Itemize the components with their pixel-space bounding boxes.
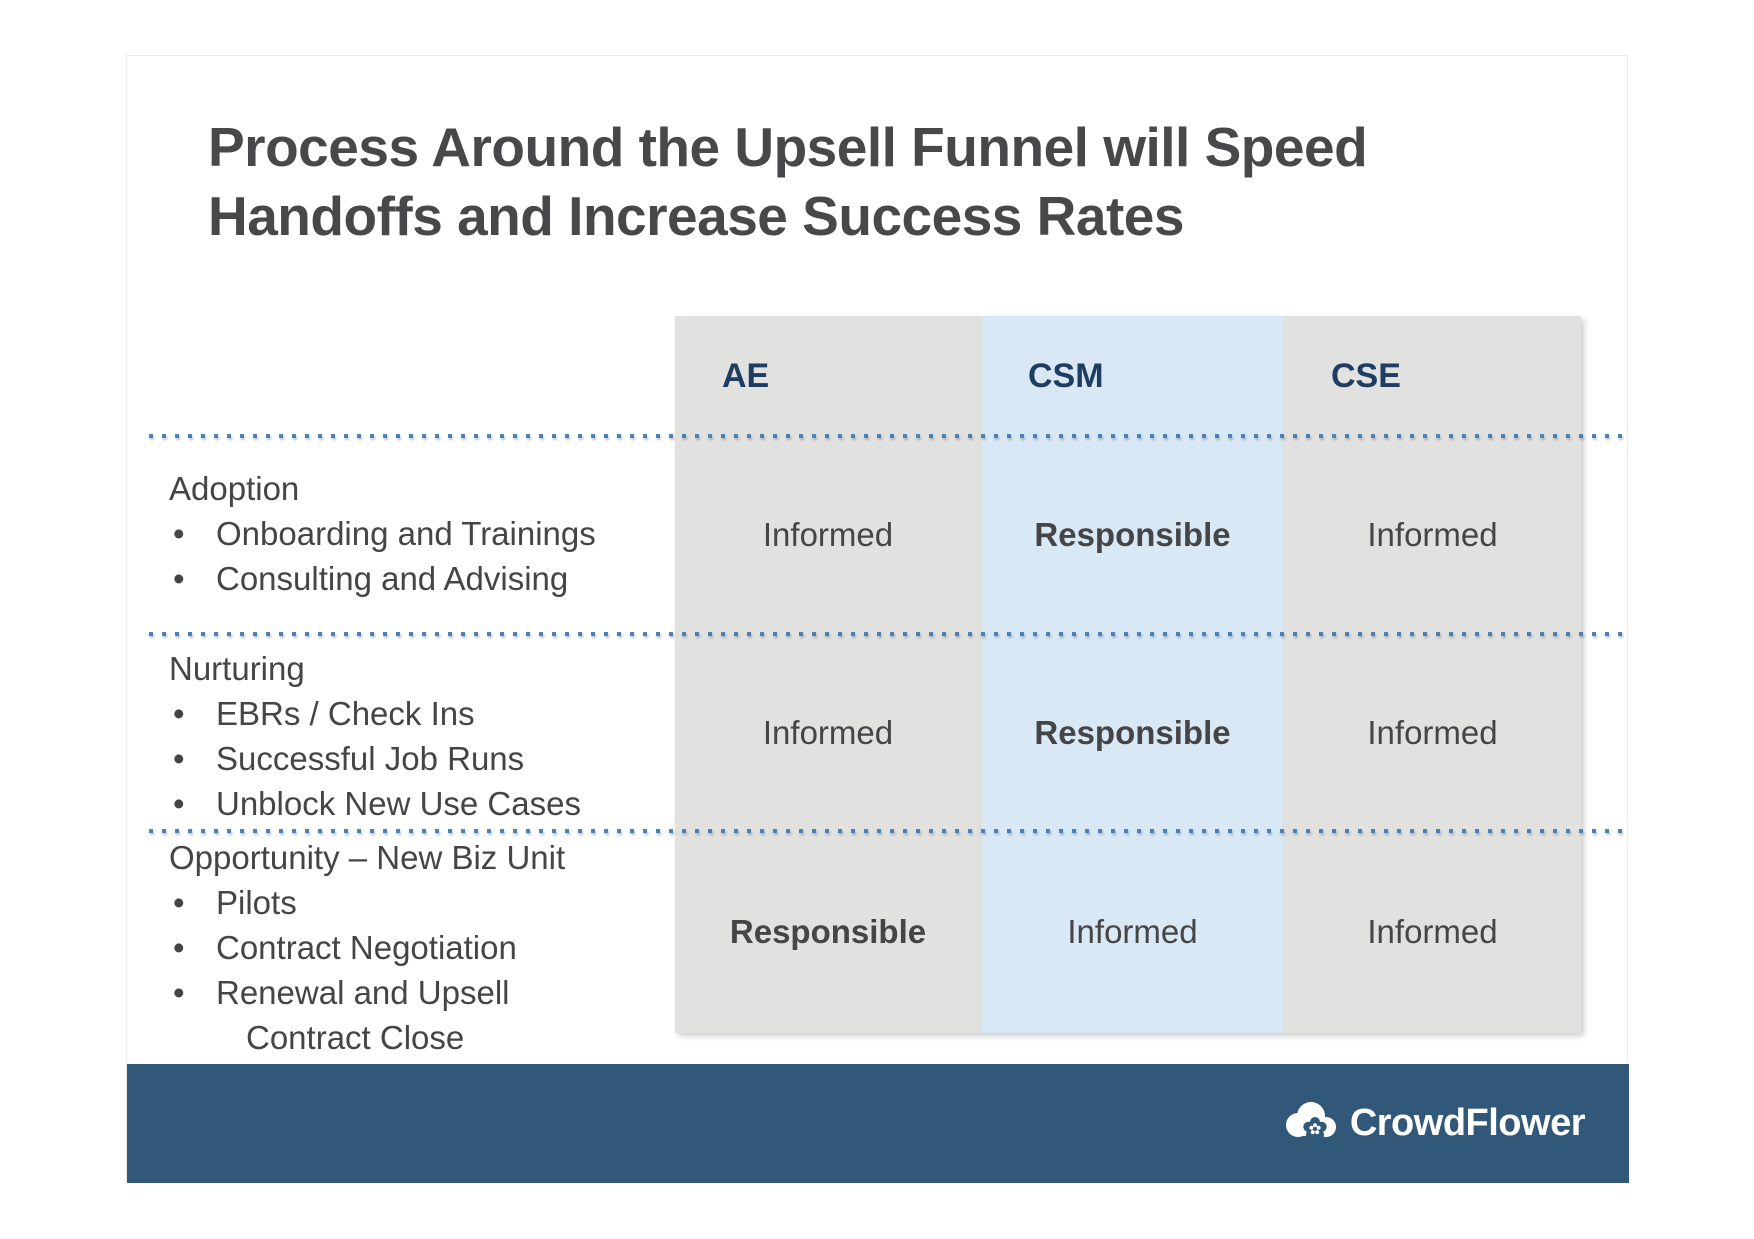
row-divider-dotted-line (149, 434, 1626, 438)
matrix-cell-r3-csm: Informed (1067, 913, 1198, 950)
slide-title-line1: Process Around the Upsell Funnel will Sp… (208, 116, 1368, 178)
matrix-cell-r1-ae: Informed (762, 516, 894, 553)
bullet-dot-icon: • (173, 515, 185, 552)
column-header-ae: AE (722, 356, 770, 395)
bullet-dot-icon: • (173, 785, 185, 822)
bullet-dot-icon: • (173, 560, 185, 597)
matrix-cell-r1-cse: Informed (1367, 516, 1498, 553)
slide-title: Process Around the Upsell Funnel will Sp… (208, 113, 1368, 251)
bullet-text: Consulting and Advising (216, 560, 569, 597)
row-category-label: Opportunity – New Biz Unit (169, 839, 566, 876)
bullet-dot-icon: • (173, 974, 185, 1011)
row-label: Opportunity – New Biz Unit • Pilots • Contra… (169, 831, 649, 1060)
cloud-flower-icon (1285, 1101, 1336, 1140)
slide-title-line2: Handoffs and Increase Success Rates (208, 185, 1184, 247)
row-label: Nurturing • EBRs / Check Ins • Successful Jo… (169, 634, 649, 826)
row-bullet-item: • Consulting and Advising (173, 556, 649, 601)
matrix-cell-r2-ae: Informed (762, 713, 894, 751)
footer-bar: CrowdFlower (127, 1064, 1629, 1183)
matrix-cell-r3-ae: Responsible (729, 913, 927, 950)
matrix-cell-r1-csm: Responsible (1034, 516, 1231, 553)
row-category-label: Nurturing (169, 650, 305, 687)
matrix-cell-r2-cse: Informed (1367, 713, 1498, 751)
row-bullet-item: • Pilots (173, 880, 649, 925)
bullet-text: Successful Job Runs (216, 740, 525, 777)
row-bullet-item: • Successful Job Runs (173, 736, 649, 781)
brand-logo: CrowdFlower (1282, 1064, 1586, 1183)
bullet-dot-icon: • (173, 740, 185, 777)
matrix-cell-r2-csm: Responsible (1034, 713, 1231, 751)
row-label: Adoption • Onboarding and Trainings • Consul… (169, 436, 649, 601)
bullet-text: Onboarding and Trainings (216, 515, 596, 552)
bullet-text: Pilots (216, 884, 297, 921)
bullet-text: EBRs / Check Ins (216, 695, 475, 732)
slide: Process Around the Upsell Funnel will Sp… (126, 55, 1629, 1183)
matrix-cell-r3-cse: Informed (1367, 913, 1498, 950)
column-header-csm: CSM (1028, 356, 1104, 395)
bullet-text-wrapped: Contract Close (246, 1019, 465, 1056)
row-bullet-item: • Onboarding and Trainings (173, 511, 649, 556)
row-category-label: Adoption (169, 470, 300, 507)
column-header-cse: CSE (1331, 356, 1401, 395)
bullet-dot-icon: • (173, 884, 185, 921)
row-bullet-item: • EBRs / Check Ins (173, 691, 649, 736)
bullet-dot-icon: • (173, 695, 185, 732)
row-bullet-item: • Renewal and Upsell (173, 970, 649, 1015)
bullet-text: Contract Negotiation (216, 929, 517, 966)
row-bullet-item: • Contract Negotiation (173, 925, 649, 970)
bullet-dot-icon: • (173, 929, 185, 966)
row-divider-dotted-line (149, 632, 1626, 636)
brand-name: CrowdFlower (1349, 1102, 1586, 1144)
row-bullet-item: • Unblock New Use Cases (173, 781, 649, 826)
bullet-text: Renewal and Upsell (216, 974, 510, 1011)
bullet-text: Unblock New Use Cases (216, 785, 581, 822)
row-divider-dotted-line (149, 829, 1626, 833)
